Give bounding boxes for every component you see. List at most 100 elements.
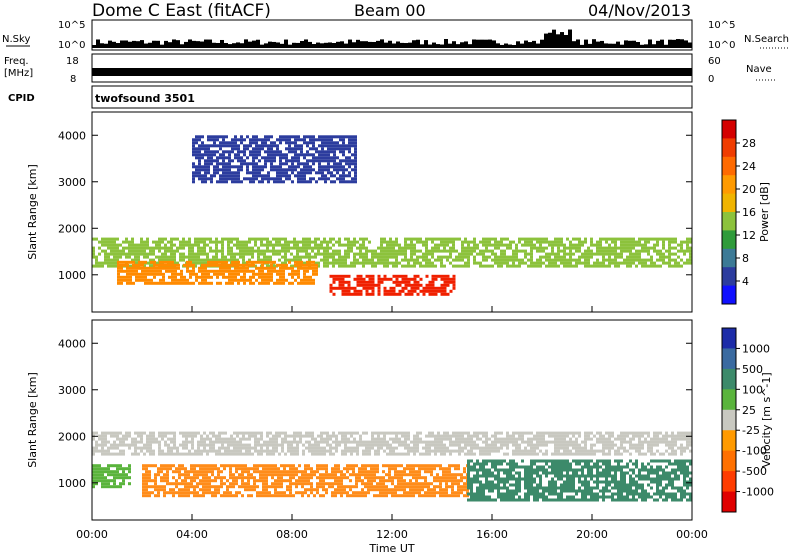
nsky-bar: [688, 42, 692, 48]
echo-cell: [113, 431, 116, 435]
echo-cell: [134, 255, 137, 259]
echo-cell: [368, 258, 371, 262]
echo-cell: [155, 246, 158, 250]
echo-cell: [458, 252, 461, 256]
echo-cell: [413, 434, 416, 438]
echo-cell: [530, 237, 533, 241]
echo-cell: [236, 252, 239, 256]
echo-cell: [216, 162, 219, 166]
echo-cell: [214, 476, 217, 480]
echo-cell: [258, 269, 261, 273]
echo-cell: [392, 246, 395, 250]
nsky-bar: [604, 43, 608, 48]
echo-cell: [446, 283, 450, 287]
echo-cell: [125, 240, 128, 244]
echo-cell: [149, 431, 152, 435]
echo-cell: [644, 261, 647, 265]
echo-cell: [566, 258, 569, 262]
echo-cell: [560, 237, 563, 241]
echo-cell: [383, 286, 387, 290]
echo-cell: [554, 434, 557, 438]
echo-cell: [500, 249, 503, 253]
echo-cell: [113, 446, 116, 450]
echo-cell: [276, 269, 279, 273]
echo-cell: [228, 269, 231, 273]
echo-cell: [195, 135, 198, 139]
echo-cell: [204, 281, 207, 285]
echo-cell: [126, 278, 129, 282]
echo-cell: [491, 443, 494, 447]
echo-cell: [323, 264, 326, 268]
echo-cell: [228, 281, 231, 285]
echo-cell: [231, 275, 234, 279]
echo-cell: [290, 452, 293, 456]
echo-cell: [355, 485, 358, 489]
echo-cell: [339, 165, 342, 169]
echo-cell: [289, 464, 292, 468]
echo-cell: [294, 272, 297, 276]
echo-cell: [142, 485, 145, 489]
echo-cell: [348, 135, 351, 139]
echo-cell: [351, 138, 354, 142]
echo-cell: [410, 246, 413, 250]
echo-cell: [199, 479, 202, 483]
echo-cell: [170, 258, 173, 262]
echo-cell: [406, 491, 409, 495]
echo-cell: [400, 488, 403, 492]
echo-cell: [333, 141, 336, 145]
echo-cell: [470, 452, 473, 456]
echo-cell: [575, 261, 578, 265]
echo-cell: [228, 275, 231, 279]
beam-title: Beam 00: [354, 1, 426, 20]
echo-cell: [184, 485, 187, 489]
echo-cell: [620, 252, 623, 256]
echo-cell: [401, 252, 404, 256]
echo-cell: [515, 252, 518, 256]
nsky-bar: [428, 44, 432, 48]
echo-cell: [221, 246, 224, 250]
echo-cell: [662, 237, 665, 241]
echo-cell: [274, 473, 277, 477]
echo-cell: [572, 258, 575, 262]
echo-cell: [379, 494, 382, 498]
echo-cell: [219, 269, 222, 273]
echo-cell: [330, 165, 333, 169]
echo-cell: [196, 473, 199, 477]
echo-cell: [143, 240, 146, 244]
echo-cell: [159, 263, 162, 267]
echo-cell: [671, 264, 674, 268]
nsky-bar: [308, 41, 312, 48]
echo-cell: [533, 237, 536, 241]
echo-cell: [240, 180, 243, 184]
echo-cell: [314, 240, 317, 244]
echo-cell: [154, 479, 157, 483]
echo-cell: [473, 434, 476, 438]
echo-cell: [122, 249, 125, 253]
echo-cell: [641, 431, 644, 435]
echo-cell: [246, 144, 249, 148]
echo-cell: [120, 278, 123, 282]
nsky-bar: [200, 41, 204, 48]
echo-cell: [176, 446, 179, 450]
echo-cell: [350, 249, 353, 253]
echo-cell: [425, 255, 428, 259]
echo-cell: [620, 237, 623, 241]
echo-cell: [356, 289, 360, 293]
echo-cell: [149, 258, 152, 262]
echo-cell: [297, 165, 300, 169]
echo-cell: [248, 246, 251, 250]
echo-cell: [560, 261, 563, 265]
echo-cell: [533, 452, 536, 456]
echo-cell: [318, 165, 321, 169]
echo-cell: [608, 443, 611, 447]
echo-cell: [165, 266, 168, 270]
echo-cell: [234, 144, 237, 148]
echo-cell: [449, 240, 452, 244]
echo-cell: [270, 144, 273, 148]
echo-cell: [182, 258, 185, 262]
echo-cell: [224, 437, 227, 441]
freq-tick-top: 18: [66, 56, 79, 67]
echo-cell: [446, 237, 449, 241]
echo-cell: [299, 240, 302, 244]
echo-cell: [430, 473, 433, 477]
